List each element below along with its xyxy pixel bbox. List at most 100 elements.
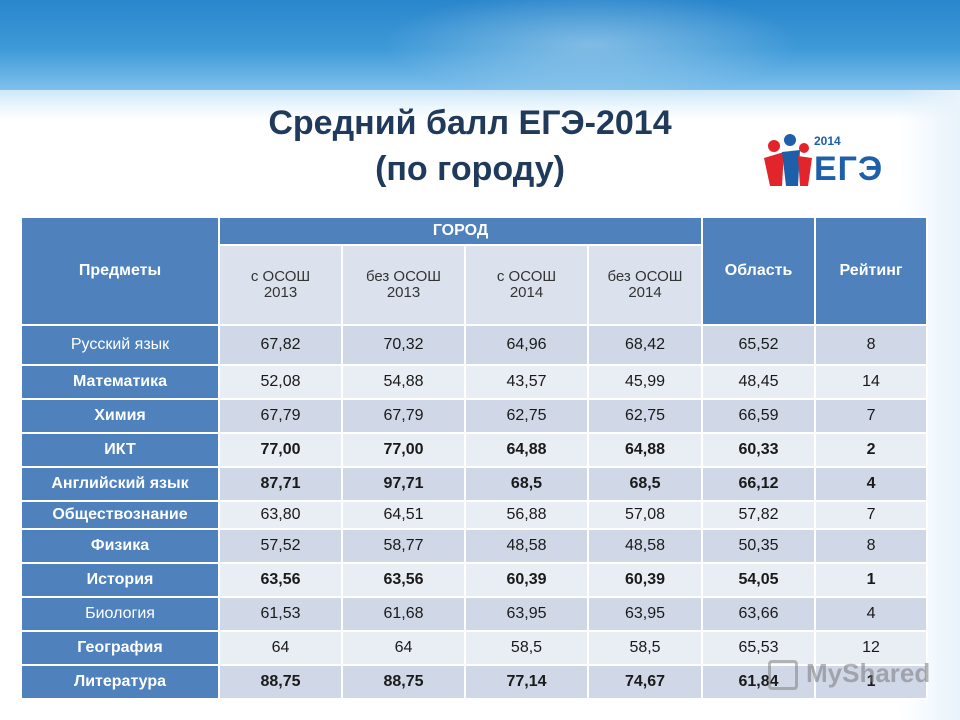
row-subject: Русский язык	[20, 324, 220, 366]
cell-value: 62,75	[464, 398, 589, 434]
cell-value: 68,42	[586, 324, 704, 366]
header-city-col-2: без ОСОШ 2013	[341, 244, 466, 326]
ege-logo: 2014 ЕГЭ	[760, 128, 890, 198]
cell-value: 67,82	[218, 324, 343, 366]
slide-title: Средний балл ЕГЭ-2014 (по городу)	[190, 100, 750, 192]
cell-value: 64	[218, 630, 343, 666]
cell-value: 57,52	[218, 528, 343, 564]
row-subject: ИКТ	[20, 432, 220, 468]
table-row: История 63,56 63,56 60,39 60,39 54,05 1	[20, 562, 929, 598]
header-city-col-1: с ОСОШ 2013	[218, 244, 343, 326]
cell-rating: 8	[814, 324, 929, 366]
header-city-col-4-line2: 2014	[628, 284, 662, 301]
grades-table: Предметы ГОРОД Область Рейтинг с ОСОШ 20…	[20, 216, 929, 700]
cell-value: 58,5	[586, 630, 704, 666]
ege-logo-figures-icon	[764, 134, 812, 186]
row-subject: Обществознание	[20, 500, 220, 530]
cell-value: 57,82	[701, 500, 817, 530]
header-city-col-1-line1: с ОСОШ	[250, 268, 311, 285]
row-subject: Физика	[20, 528, 220, 564]
row-subject: Английский язык	[20, 466, 220, 502]
cell-value: 65,52	[701, 324, 817, 366]
row-subject: История	[20, 562, 220, 598]
table-row: Литература 88,75 88,75 77,14 74,67 61,84…	[20, 664, 929, 700]
table-row: Химия 67,79 67,79 62,75 62,75 66,59 7	[20, 398, 929, 434]
cell-value: 64,88	[586, 432, 704, 468]
cell-rating: 7	[814, 500, 929, 530]
cell-rating: 12	[814, 630, 929, 666]
cell-value: 50,35	[701, 528, 817, 564]
header-city-col-3-line2: 2014	[509, 284, 544, 301]
table-row: Русский язык 67,82 70,32 64,96 68,42 65,…	[20, 324, 929, 366]
cell-value: 97,71	[341, 466, 466, 502]
cell-value: 87,71	[218, 466, 343, 502]
cell-value: 64,96	[464, 324, 589, 366]
cell-rating: 4	[814, 466, 929, 502]
cell-value: 57,08	[586, 500, 704, 530]
cell-value: 66,12	[701, 466, 817, 502]
cell-value: 63,66	[701, 596, 817, 632]
cell-value: 88,75	[218, 664, 343, 700]
header-city-col-2-line1: без ОСОШ	[365, 268, 442, 285]
cell-value: 48,58	[586, 528, 704, 564]
row-subject: Биология	[20, 596, 220, 632]
table-row: География 64 64 58,5 58,5 65,53 12	[20, 630, 929, 666]
header-region: Область	[701, 216, 817, 326]
cell-value: 58,5	[464, 630, 589, 666]
row-subject: Математика	[20, 364, 220, 400]
cell-value: 74,67	[586, 664, 704, 700]
cell-value: 64,88	[464, 432, 589, 468]
cell-value: 61,84	[701, 664, 817, 700]
cell-rating: 14	[814, 364, 929, 400]
title-line-2: (по городу)	[375, 150, 565, 188]
cell-value: 54,88	[341, 364, 466, 400]
header-city-col-2-line2: 2013	[386, 284, 421, 301]
cell-value: 63,95	[586, 596, 704, 632]
cell-value: 63,95	[464, 596, 589, 632]
header-city-col-4-line1: без ОСОШ	[607, 268, 683, 285]
cell-value: 77,00	[218, 432, 343, 468]
header-city-col-4: без ОСОШ 2014	[586, 244, 704, 326]
header-rating: Рейтинг	[814, 216, 929, 326]
cell-value: 64	[341, 630, 466, 666]
row-subject: Химия	[20, 398, 220, 434]
cell-value: 60,39	[464, 562, 589, 598]
cell-rating: 7	[814, 398, 929, 434]
cell-value: 66,59	[701, 398, 817, 434]
cell-value: 88,75	[341, 664, 466, 700]
header-city: ГОРОД	[217, 216, 704, 246]
cell-value: 70,32	[341, 324, 466, 366]
cell-value: 60,39	[586, 562, 704, 598]
watermark: MyShared	[768, 656, 938, 696]
row-subject: География	[20, 630, 220, 666]
header-city-col-3-line1: с ОСОШ	[496, 268, 557, 285]
cell-value: 61,53	[218, 596, 343, 632]
cell-value: 68,5	[586, 466, 704, 502]
cell-rating: 1	[814, 664, 929, 700]
cell-value: 58,77	[341, 528, 466, 564]
cell-value: 67,79	[218, 398, 343, 434]
watermark-icon	[768, 660, 798, 690]
top-banner	[0, 0, 960, 90]
watermark-text: MyShared	[806, 658, 931, 688]
cell-value: 45,99	[586, 364, 704, 400]
cell-value: 52,08	[218, 364, 343, 400]
cell-value: 63,80	[218, 500, 343, 530]
banner-fade	[0, 90, 960, 120]
cell-value: 56,88	[464, 500, 589, 530]
cell-value: 67,79	[341, 398, 466, 434]
table-row: ИКТ 77,00 77,00 64,88 64,88 60,33 2	[20, 432, 929, 468]
header-subjects: Предметы	[20, 216, 220, 326]
cell-value: 61,68	[341, 596, 466, 632]
cell-value: 65,53	[701, 630, 817, 666]
logo-text: ЕГЭ	[814, 150, 884, 188]
cell-rating: 1	[814, 562, 929, 598]
cell-value: 63,56	[341, 562, 466, 598]
cell-value: 60,33	[701, 432, 817, 468]
cell-value: 48,45	[701, 364, 817, 400]
cell-rating: 2	[814, 432, 929, 468]
cell-rating: 4	[814, 596, 929, 632]
row-subject: Литература	[20, 664, 220, 700]
cell-value: 48,58	[464, 528, 589, 564]
table-row: Биология 61,53 61,68 63,95 63,95 63,66 4	[20, 596, 929, 632]
